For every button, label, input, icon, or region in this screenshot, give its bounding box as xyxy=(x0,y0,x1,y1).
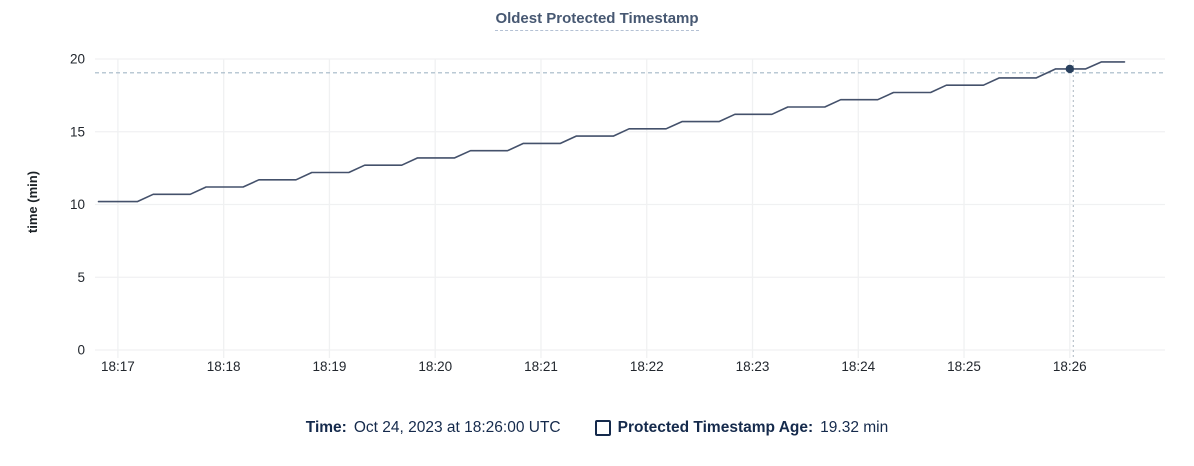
y-tick-label: 5 xyxy=(77,270,85,285)
y-tick-label: 0 xyxy=(77,343,85,358)
chart-plot-area[interactable]: 0 5 10 15 20 18:17 18:18 18:19 18:20 18:21 18:22 18… xyxy=(0,40,1194,385)
x-tick-label: 18:24 xyxy=(841,359,875,374)
chart-title[interactable]: Oldest Protected Timestamp xyxy=(495,10,699,31)
y-tick-label: 15 xyxy=(70,124,85,139)
x-tick-label: 18:25 xyxy=(947,359,981,374)
x-tick-label: 18:23 xyxy=(736,359,770,374)
y-tick-label: 20 xyxy=(70,52,85,67)
legend-time-label: Time: xyxy=(305,419,347,436)
legend-time-value: Oct 24, 2023 at 18:26:00 UTC xyxy=(353,419,561,436)
legend: Time: Oct 24, 2023 at 18:26:00 UTC Prote… xyxy=(0,419,1194,437)
chart-header: Oldest Protected Timestamp xyxy=(0,10,1194,31)
x-tick-label: 18:21 xyxy=(524,359,558,374)
x-tick-label: 18:18 xyxy=(207,359,241,374)
hover-dot xyxy=(1065,64,1075,74)
x-tick-label: 18:20 xyxy=(418,359,452,374)
series-toggle[interactable]: Protected Timestamp Age: xyxy=(594,419,821,437)
series-line xyxy=(97,61,1126,203)
x-tick-label: 18:26 xyxy=(1053,359,1087,374)
legend-series-label[interactable]: Protected Timestamp Age: xyxy=(617,419,814,436)
y-tick-label: 10 xyxy=(70,197,85,212)
x-tick-label: 18:19 xyxy=(313,359,347,374)
x-tick-label: 18:22 xyxy=(630,359,664,374)
legend-series-value: 19.32 min xyxy=(820,419,889,436)
x-tick-label: 18:17 xyxy=(101,359,135,374)
series-checkbox-icon[interactable] xyxy=(594,420,611,436)
